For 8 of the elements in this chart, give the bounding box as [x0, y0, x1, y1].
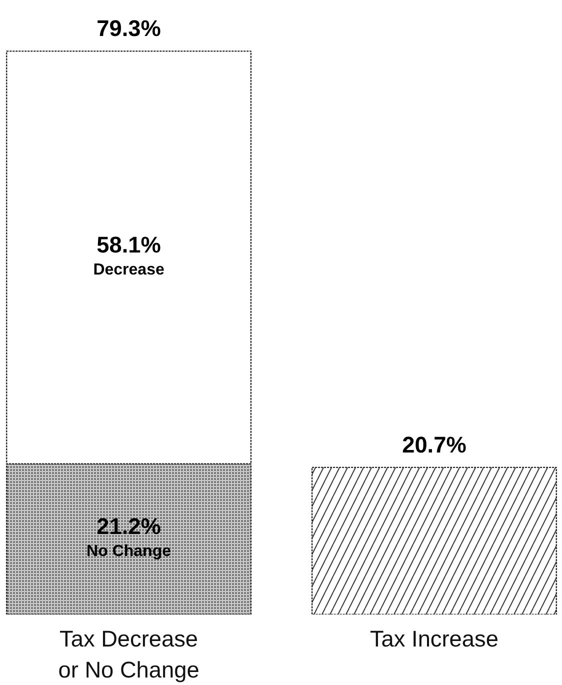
- total-label: 20.7%: [402, 431, 466, 458]
- series-label: Decrease: [93, 262, 164, 279]
- series-label: No Change: [86, 543, 172, 560]
- data-label: 58.1%: [96, 232, 161, 258]
- x-tick-label: Tax Decrease or No Change: [58, 626, 200, 683]
- total-label: 79.3%: [96, 15, 161, 42]
- x-tick-label: Tax Increase: [370, 626, 498, 652]
- data-label: 21.2%: [96, 513, 161, 540]
